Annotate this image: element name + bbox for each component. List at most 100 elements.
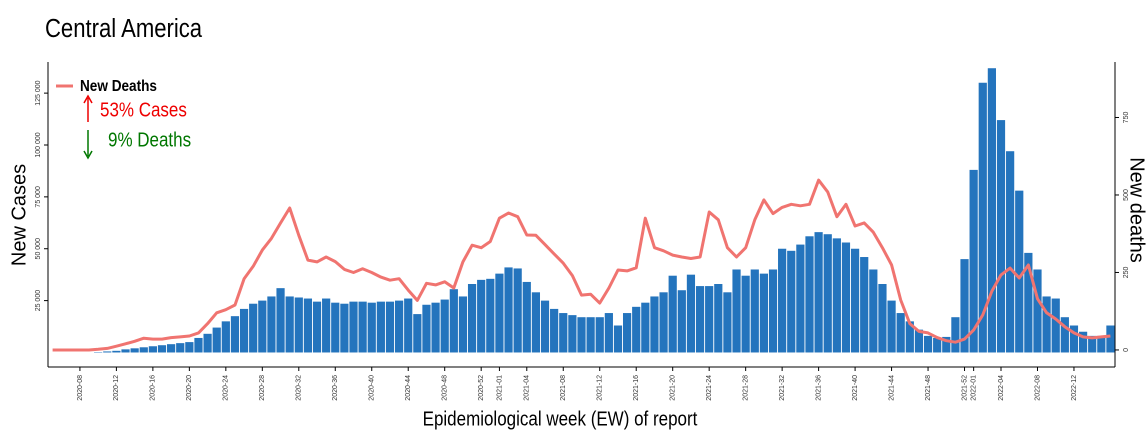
- bar: [878, 284, 887, 353]
- bar: [203, 333, 212, 353]
- bar: [1106, 325, 1115, 353]
- bar: [996, 120, 1006, 353]
- x-tick-label: 2020-16: [150, 375, 157, 401]
- bar: [595, 317, 604, 353]
- legend-label: New Deaths: [80, 78, 157, 95]
- bar: [1015, 190, 1024, 353]
- bar: [923, 335, 933, 353]
- bar: [385, 301, 395, 353]
- bar: [212, 327, 221, 353]
- bar: [285, 296, 294, 353]
- bar: [376, 301, 385, 353]
- x-tick-label: 2022-12: [1071, 375, 1078, 401]
- bar: [440, 299, 449, 353]
- bar: [759, 273, 768, 353]
- bar: [167, 344, 176, 353]
- bar: [130, 348, 139, 353]
- bar: [559, 313, 568, 353]
- bar: [832, 238, 841, 353]
- x-tick-label: 2021-08: [560, 375, 567, 401]
- bar: [495, 273, 504, 353]
- bar: [404, 298, 413, 353]
- bar: [540, 300, 550, 353]
- x-tick-label: 2020-44: [405, 375, 412, 401]
- x-tick-label: 2021-36: [815, 375, 822, 401]
- bar: [1033, 269, 1042, 353]
- bar: [951, 317, 960, 353]
- x-tick-label: 2021-48: [925, 375, 932, 401]
- y2-tick-label: 750: [1123, 112, 1130, 124]
- bar: [276, 288, 285, 353]
- x-tick-label: 2021-04: [524, 375, 531, 401]
- x-tick-label: 2021-44: [888, 375, 895, 401]
- x-tick-label: 2021-12: [597, 375, 604, 401]
- x-tick-label: 2021-01: [496, 375, 503, 401]
- bar: [860, 257, 869, 353]
- annotation: 53% Cases: [100, 98, 187, 121]
- bar: [331, 302, 340, 353]
- bar: [194, 337, 203, 353]
- bar: [568, 315, 577, 353]
- bar: [796, 244, 805, 353]
- bar: [139, 347, 148, 353]
- bar: [896, 313, 905, 353]
- bar: [513, 268, 522, 353]
- bar: [1051, 298, 1060, 353]
- chart-title: Central America: [45, 14, 203, 43]
- bar: [768, 269, 778, 353]
- bar: [787, 250, 796, 353]
- bar: [185, 342, 194, 353]
- bar: [887, 300, 896, 353]
- bar: [531, 292, 541, 353]
- x-tick-label: 2020-40: [369, 375, 376, 401]
- x-tick-label: 2022-01: [970, 375, 977, 401]
- bar: [622, 313, 632, 353]
- x-tick-label: 2020-48: [442, 375, 449, 401]
- bar: [650, 296, 659, 353]
- x-tick-label: 2020-24: [223, 375, 230, 401]
- bar: [249, 303, 258, 353]
- bar: [978, 82, 987, 353]
- bar: [668, 275, 677, 353]
- bar: [103, 351, 112, 353]
- bar: [486, 278, 495, 353]
- bar: [1042, 296, 1051, 353]
- y2-tick-label: 500: [1123, 189, 1130, 201]
- bar: [239, 308, 249, 353]
- bar: [1088, 335, 1097, 353]
- bar: [732, 269, 741, 353]
- bar: [723, 292, 732, 353]
- bar: [850, 248, 860, 353]
- bar: [750, 269, 759, 353]
- bar: [258, 300, 267, 353]
- bar: [942, 336, 951, 353]
- bar: [823, 234, 832, 353]
- x-tick-label: 2021-20: [670, 375, 677, 401]
- bar: [449, 289, 458, 353]
- annotation: 9% Deaths: [108, 128, 191, 151]
- bar: [431, 302, 440, 353]
- x-tick-label: 2020-52: [478, 375, 485, 401]
- bar: [741, 275, 750, 353]
- bar: [987, 68, 996, 353]
- x-tick-label: 2021-16: [633, 375, 640, 401]
- bar: [1024, 252, 1033, 353]
- bar: [604, 313, 613, 353]
- y-tick-label: 75 000: [35, 186, 42, 208]
- bar: [686, 274, 696, 353]
- x-tick-label: 2020-08: [77, 375, 84, 401]
- bar: [613, 325, 623, 353]
- bar: [960, 259, 969, 353]
- bar: [814, 232, 823, 353]
- x-tick-label: 2021-52: [961, 375, 968, 401]
- bar: [148, 346, 157, 353]
- bar: [422, 304, 431, 353]
- x-tick-label: 2022-04: [998, 375, 1005, 401]
- bar: [112, 350, 121, 353]
- y-tick-label: 50 000: [35, 238, 42, 260]
- bar: [1060, 317, 1069, 353]
- bar: [550, 308, 559, 353]
- y2-axis-label: New deaths: [1126, 157, 1146, 263]
- bar: [294, 297, 303, 353]
- bar: [914, 329, 924, 353]
